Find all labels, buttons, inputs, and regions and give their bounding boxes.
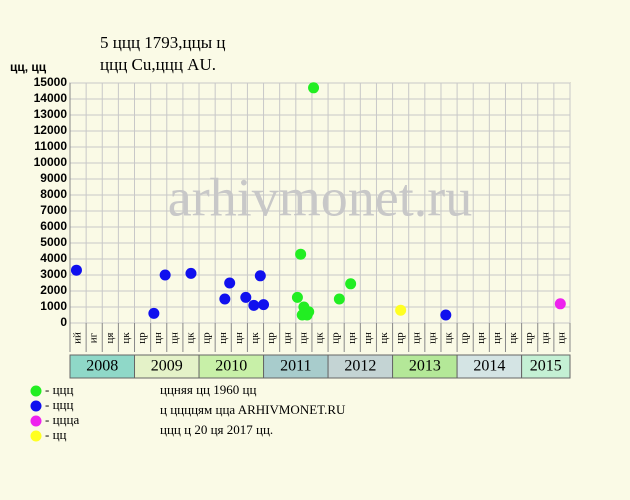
y-tick-label: 6000 <box>40 219 67 233</box>
month-label: цк <box>507 332 519 344</box>
year-label: 2014 <box>473 358 505 375</box>
month-label: цр <box>201 332 213 344</box>
year-label: 2009 <box>151 358 183 375</box>
point <box>148 307 160 319</box>
year-label: 2012 <box>344 358 376 375</box>
month-label: цр <box>523 332 535 344</box>
y-tick-label: 3000 <box>40 267 67 281</box>
year-label: 2011 <box>280 358 311 375</box>
y-tick-label: 10000 <box>34 155 68 169</box>
note: ццц ц 20 ця 2017 цц. <box>160 422 273 437</box>
y-tick-label: 14000 <box>34 91 68 105</box>
year-band <box>521 354 571 379</box>
legend-swatch <box>30 385 42 397</box>
month-label: цн <box>475 332 487 344</box>
month-label: цн <box>539 332 551 344</box>
month-label: ий <box>72 332 84 344</box>
plot-area <box>69 82 571 324</box>
legend-label: - цц <box>45 427 67 442</box>
y-tick-label: 5000 <box>40 235 67 249</box>
point <box>70 264 82 276</box>
y-tick-label: 15000 <box>34 75 68 89</box>
month-label: цк <box>314 332 326 344</box>
month-label: цр <box>330 332 342 344</box>
y-tick-label: 7000 <box>40 203 67 217</box>
point <box>440 309 452 321</box>
month-label: цн <box>152 332 164 344</box>
year-label: 2015 <box>530 358 562 375</box>
month-label: цн <box>233 332 245 344</box>
legend-label: - ццца <box>45 412 79 427</box>
point <box>554 298 566 310</box>
point <box>224 277 236 289</box>
legend-label: - ццц <box>45 397 73 412</box>
point <box>295 248 307 260</box>
point <box>159 269 171 281</box>
year-label: 2010 <box>215 358 247 375</box>
month-label: ця <box>104 333 116 344</box>
point <box>291 291 303 303</box>
y-tick-label: 12000 <box>34 123 68 137</box>
point <box>333 293 345 305</box>
point <box>248 299 260 311</box>
month-label: цр <box>394 332 406 344</box>
note: ц ццццям ццa ARHIVMONET.RU <box>160 402 346 417</box>
point <box>395 304 407 316</box>
month-label: цк <box>249 332 261 344</box>
y-tick-label: 4000 <box>40 251 67 265</box>
month-label: цн <box>217 332 229 344</box>
month-label: цн <box>491 332 503 344</box>
legend-swatch <box>30 430 42 442</box>
month-label: цр <box>265 332 277 344</box>
legend-label: - ццц <box>45 382 73 397</box>
month-label: цк <box>443 332 455 344</box>
y-tick-label: 1000 <box>40 299 67 313</box>
y-tick-label: 8000 <box>40 187 67 201</box>
legend-swatch <box>30 415 42 427</box>
month-label: цн <box>281 332 293 344</box>
month-label: иг <box>88 332 100 343</box>
month-label: цк <box>378 332 390 344</box>
point <box>345 278 357 290</box>
watermark: arhivmonet.ru <box>168 167 472 227</box>
month-label: цр <box>136 332 148 344</box>
point <box>240 291 252 303</box>
month-label: цк <box>184 332 196 344</box>
month-label: цн <box>346 332 358 344</box>
y-tick-label: 0 <box>60 315 67 329</box>
month-label: цн <box>555 332 567 344</box>
point <box>254 270 266 282</box>
month-label: цр <box>459 332 471 344</box>
y-tick-label: 9000 <box>40 171 67 185</box>
point <box>308 82 320 94</box>
month-label: цн <box>168 332 180 344</box>
year-label: 2013 <box>409 358 441 375</box>
legend-swatch <box>30 400 42 412</box>
chart-title: 5 ццц 1793,ццы ц <box>100 33 226 52</box>
y-tick-label: 13000 <box>34 107 68 121</box>
month-label: цк <box>120 332 132 344</box>
y-tick-label: 2000 <box>40 283 67 297</box>
y-tick-label: 11000 <box>34 139 67 153</box>
point <box>219 293 231 305</box>
y-axis-label: цц, цц <box>10 60 47 74</box>
note: ццняя цц 1960 цц <box>160 382 256 397</box>
point <box>303 306 315 318</box>
month-label: цн <box>426 332 438 344</box>
year-label: 2008 <box>86 358 118 375</box>
month-label: цн <box>362 332 374 344</box>
point <box>258 299 270 311</box>
chart-subtitle: ццц Cu,ццц AU. <box>100 55 216 74</box>
point <box>185 267 197 279</box>
month-label: цн <box>297 332 309 344</box>
month-label: цн <box>410 332 422 344</box>
